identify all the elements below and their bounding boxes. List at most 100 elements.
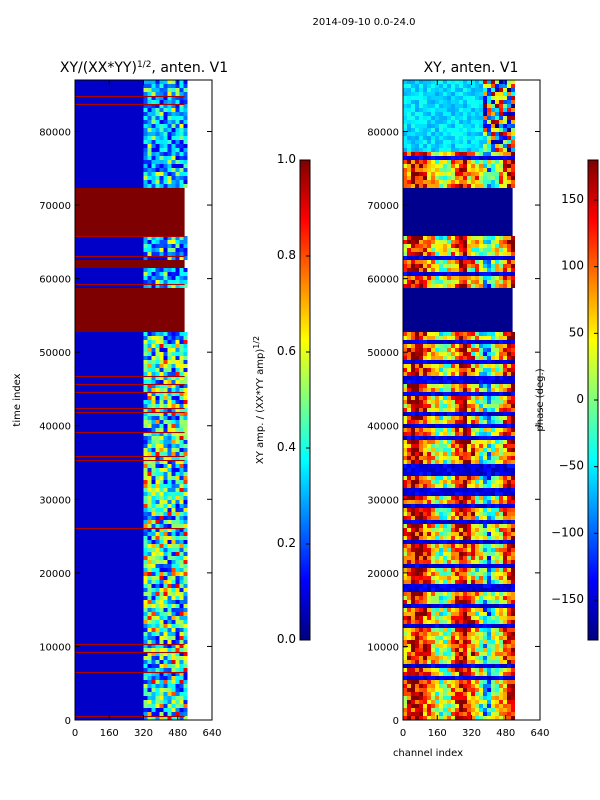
heatmap-cell	[183, 388, 188, 392]
heatmap-cell	[475, 344, 479, 348]
heatmap-cell	[427, 384, 431, 388]
heatmap-cell	[451, 424, 455, 428]
heatmap-cell	[503, 540, 507, 544]
heatmap-cell	[175, 476, 180, 480]
heatmap-cell	[431, 376, 435, 380]
heatmap-cell	[155, 596, 160, 600]
heatmap-cell	[435, 520, 439, 524]
heatmap-cell	[487, 480, 491, 484]
heatmap-cell	[447, 500, 451, 504]
heatmap-cell	[143, 368, 148, 372]
heatmap-cell	[455, 92, 459, 96]
heatmap-cell	[183, 500, 188, 504]
heatmap-cell	[443, 372, 447, 376]
heatmap-cell	[423, 148, 427, 152]
heatmap-cell	[503, 280, 507, 284]
heatmap-cell	[163, 676, 168, 680]
heatmap-cell	[471, 344, 475, 348]
heatmap-cell	[443, 356, 447, 360]
heatmap-cell	[75, 620, 185, 624]
heatmap-cell	[499, 132, 503, 136]
heatmap-cell	[511, 432, 515, 436]
heatmap-cell	[427, 544, 431, 548]
heatmap-cell	[403, 272, 407, 276]
heatmap-cell	[467, 368, 471, 372]
heatmap-cell	[507, 560, 511, 564]
heatmap-cell	[439, 472, 443, 476]
heatmap-cell	[411, 444, 415, 448]
heatmap-cell	[143, 180, 148, 184]
heatmap-cell	[427, 160, 431, 164]
heatmap-cell	[451, 340, 455, 344]
heatmap-cell	[419, 120, 423, 124]
heatmap-cell	[463, 468, 467, 472]
heatmap-cell	[431, 524, 435, 528]
heatmap-cell	[171, 516, 176, 520]
heatmap-cell	[511, 136, 515, 140]
heatmap-cell	[163, 572, 168, 576]
heatmap-cell	[75, 460, 185, 464]
heatmap-cell	[475, 388, 479, 392]
heatmap-cell	[503, 172, 507, 176]
heatmap-cell	[467, 492, 471, 496]
heatmap-cell	[427, 416, 431, 420]
heatmap-cell	[159, 488, 164, 492]
heatmap-cell	[491, 336, 495, 340]
heatmap-cell	[431, 120, 435, 124]
heatmap-cell	[475, 140, 479, 144]
heatmap-cell	[407, 452, 411, 456]
heatmap-cell	[487, 540, 491, 544]
heatmap-cell	[147, 104, 152, 108]
heatmap-cell	[155, 372, 160, 376]
heatmap-cell	[423, 536, 427, 540]
heatmap-row	[403, 400, 515, 404]
heatmap-cell	[403, 588, 407, 592]
heatmap-cell	[75, 372, 185, 376]
heatmap-cell	[479, 404, 483, 408]
heatmap-cell	[455, 408, 459, 412]
heatmap-cell	[479, 100, 483, 104]
heatmap-cell	[411, 548, 415, 552]
heatmap-cell	[411, 100, 415, 104]
heatmap-cell	[483, 464, 487, 468]
heatmap-cell	[407, 564, 411, 568]
heatmap-cell	[467, 172, 471, 176]
heatmap-cell	[151, 332, 156, 336]
heatmap-cell	[483, 564, 487, 568]
heatmap-cell	[479, 460, 483, 464]
heatmap-cell	[491, 340, 495, 344]
heatmap-cell	[499, 164, 503, 168]
heatmap-cell	[407, 276, 411, 280]
heatmap-row	[403, 232, 513, 236]
heatmap-cell	[427, 256, 431, 260]
heatmap-cell	[443, 556, 447, 560]
heatmap-cell	[471, 356, 475, 360]
heatmap-cell	[487, 260, 491, 264]
heatmap-cell	[507, 500, 511, 504]
heatmap-cell	[155, 536, 160, 540]
heatmap-cell	[507, 260, 511, 264]
heatmap-cell	[403, 408, 407, 412]
heatmap-cell	[459, 264, 463, 268]
heatmap-cell	[459, 580, 463, 584]
heatmap-cell	[451, 452, 455, 456]
heatmap-cell	[175, 384, 180, 388]
heatmap-cell	[483, 548, 487, 552]
heatmap-cell	[479, 252, 483, 256]
heatmap-cell	[507, 240, 511, 244]
heatmap-cell	[447, 384, 451, 388]
heatmap-cell	[471, 256, 475, 260]
heatmap-cell	[167, 468, 172, 472]
heatmap-cell	[179, 568, 184, 572]
heatmap-cell	[143, 656, 148, 660]
heatmap-cell	[439, 140, 443, 144]
heatmap-cell	[451, 404, 455, 408]
heatmap-cell	[499, 240, 503, 244]
heatmap-cell	[75, 476, 185, 480]
heatmap-cell	[419, 396, 423, 400]
heatmap-cell	[147, 80, 152, 84]
heatmap-cell	[151, 612, 156, 616]
heatmap-cell	[151, 660, 156, 664]
heatmap-cell	[491, 548, 495, 552]
heatmap-cell	[155, 236, 160, 240]
